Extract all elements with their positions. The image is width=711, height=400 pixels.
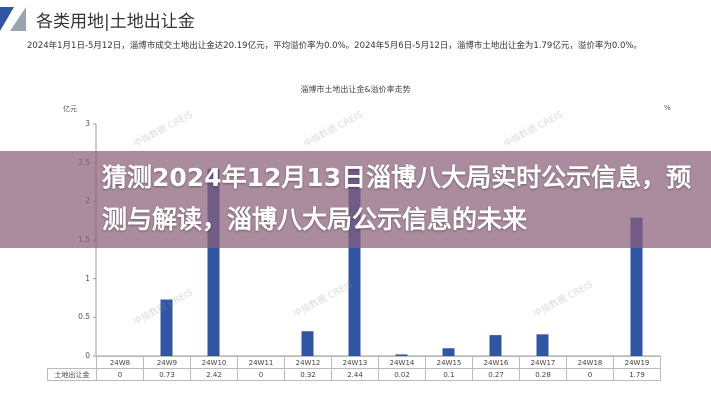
value-label: 0.28 bbox=[519, 368, 567, 381]
y2-axis-label: % bbox=[664, 104, 671, 112]
y-tick-label: 3 bbox=[85, 119, 90, 128]
value-label: 2.44 bbox=[331, 368, 379, 381]
category-label: 24W9 bbox=[143, 356, 191, 369]
series-label: 土地出让金 bbox=[47, 368, 97, 381]
category-label: 24W10 bbox=[190, 356, 238, 369]
section-header: 各类用地|土地出让金 bbox=[0, 6, 195, 32]
bar-24W19 bbox=[630, 217, 643, 356]
logo-icon bbox=[0, 7, 30, 31]
value-label: 0.32 bbox=[284, 368, 332, 381]
category-label: 24W17 bbox=[519, 356, 567, 369]
chart-title: 淄博市土地出让金&溢价率走势 bbox=[300, 85, 411, 94]
value-label: 0 bbox=[96, 368, 144, 381]
data-table: 24W8 24W9 24W10 24W11 24W12 24W13 24W14 24W15 24… bbox=[47, 356, 661, 381]
category-label: 24W19 bbox=[613, 356, 661, 369]
category-label: 24W11 bbox=[237, 356, 285, 369]
category-label: 24W15 bbox=[425, 356, 473, 369]
value-label: 0.27 bbox=[472, 368, 520, 381]
bar-24W16 bbox=[489, 335, 502, 356]
value-label: 0.73 bbox=[143, 368, 191, 381]
overlay-title: 猜测2024年12月13日淄博八大局实时公示信息，预测与解读，淄博八大局公示信息… bbox=[102, 163, 692, 234]
description: 2024年1月1日-5月12日，淄博市成交土地出让金达20.19亿元，平均溢价率… bbox=[27, 41, 642, 51]
bar-24W17 bbox=[536, 334, 549, 356]
bar-24W14 bbox=[395, 354, 408, 356]
value-label: 2.42 bbox=[190, 368, 238, 381]
value-label: 0.02 bbox=[378, 368, 426, 381]
category-label: 24W12 bbox=[284, 356, 332, 369]
bar-24W12 bbox=[301, 331, 314, 356]
category-label: 24W18 bbox=[566, 356, 614, 369]
value-label: 0 bbox=[566, 368, 614, 381]
category-label: 24W8 bbox=[96, 356, 144, 369]
title-overlay: 猜测2024年12月13日淄博八大局实时公示信息，预测与解读，淄博八大局公示信息… bbox=[0, 151, 711, 248]
y-tick-label: 0.5 bbox=[78, 312, 90, 322]
category-label: 24W16 bbox=[472, 356, 520, 369]
category-label: 24W14 bbox=[378, 356, 426, 369]
y-axis-label: 亿元 bbox=[63, 105, 77, 113]
value-label: 0 bbox=[237, 368, 285, 381]
section-title: 各类用地|土地出让金 bbox=[36, 11, 195, 32]
y-tick-label: 0 bbox=[85, 351, 90, 360]
bar-24W15 bbox=[442, 348, 455, 356]
y-tick-label: 1 bbox=[85, 273, 90, 283]
bar-24W9 bbox=[160, 299, 173, 356]
value-label: 1.79 bbox=[613, 368, 661, 381]
value-label: 0.1 bbox=[425, 368, 473, 381]
category-label: 24W13 bbox=[331, 356, 379, 369]
